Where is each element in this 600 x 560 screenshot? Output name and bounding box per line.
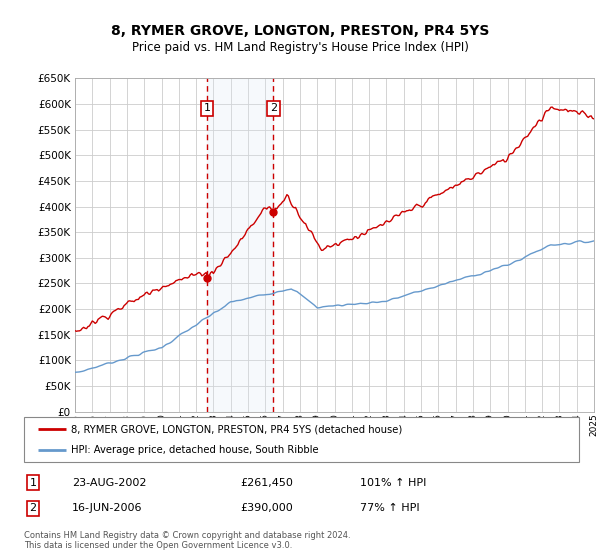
FancyBboxPatch shape xyxy=(24,417,579,462)
Text: Price paid vs. HM Land Registry's House Price Index (HPI): Price paid vs. HM Land Registry's House … xyxy=(131,41,469,54)
Text: 1: 1 xyxy=(203,104,211,113)
Text: 8, RYMER GROVE, LONGTON, PRESTON, PR4 5YS (detached house): 8, RYMER GROVE, LONGTON, PRESTON, PR4 5Y… xyxy=(71,424,403,435)
Text: 1: 1 xyxy=(29,478,37,488)
Text: HPI: Average price, detached house, South Ribble: HPI: Average price, detached house, Sout… xyxy=(71,445,319,455)
Text: 2: 2 xyxy=(29,503,37,514)
Text: Contains HM Land Registry data © Crown copyright and database right 2024.: Contains HM Land Registry data © Crown c… xyxy=(24,531,350,540)
Text: This data is licensed under the Open Government Licence v3.0.: This data is licensed under the Open Gov… xyxy=(24,541,292,550)
Text: 77% ↑ HPI: 77% ↑ HPI xyxy=(360,503,419,514)
Text: 8, RYMER GROVE, LONGTON, PRESTON, PR4 5YS: 8, RYMER GROVE, LONGTON, PRESTON, PR4 5Y… xyxy=(111,24,489,38)
Text: 16-JUN-2006: 16-JUN-2006 xyxy=(72,503,143,514)
Text: 23-AUG-2002: 23-AUG-2002 xyxy=(72,478,146,488)
Text: £261,450: £261,450 xyxy=(240,478,293,488)
Bar xyxy=(207,78,273,412)
Text: 2: 2 xyxy=(269,104,277,113)
Text: £390,000: £390,000 xyxy=(240,503,293,514)
Text: 101% ↑ HPI: 101% ↑ HPI xyxy=(360,478,427,488)
